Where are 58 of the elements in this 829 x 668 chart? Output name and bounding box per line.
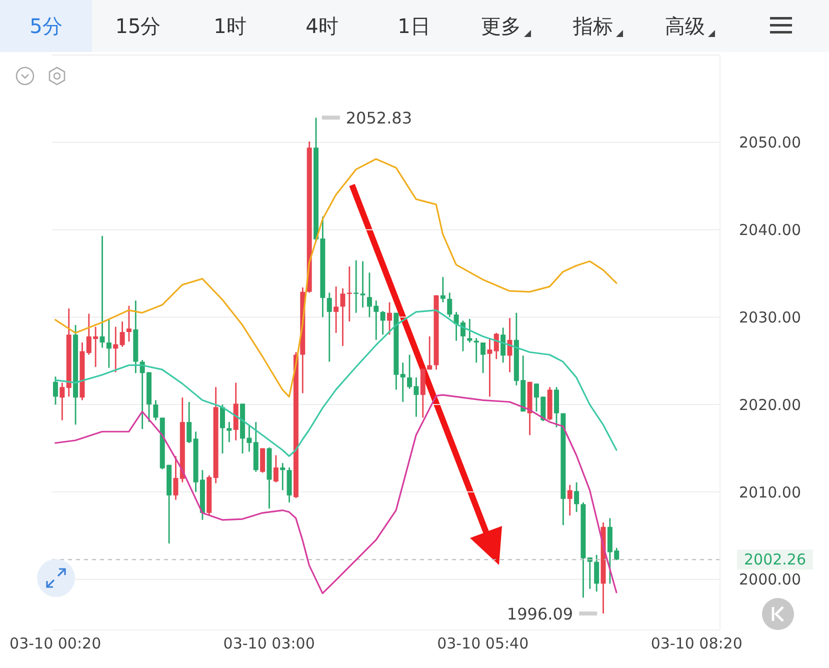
candlestick: [173, 455, 178, 500]
candlestick: [280, 462, 286, 491]
candlestick: [467, 318, 472, 344]
candlestick: [126, 305, 132, 342]
candlestick: [106, 319, 112, 369]
candlestick: [387, 302, 392, 336]
candlestick: [53, 376, 58, 406]
candlestick: [480, 342, 486, 374]
y-tick-label: 2000.00: [738, 570, 802, 589]
candlestick: [354, 260, 359, 314]
candlestick: [440, 276, 446, 303]
text: 更多: [481, 12, 521, 40]
ref-line-label: 2002.26: [744, 550, 806, 569]
annotation: 1996.09: [506, 604, 574, 624]
candlestick: [567, 484, 572, 516]
x-tick-label: 03-10 05:40: [437, 634, 529, 653]
y-tick-label: 2030.00: [738, 308, 802, 326]
x-tick-label: 03-10 08:20: [650, 634, 742, 653]
candlestick: [594, 554, 600, 592]
candlestick: [447, 292, 452, 318]
text: 1日: [398, 12, 430, 40]
candlestick: [487, 337, 492, 398]
candlestick: [554, 386, 559, 428]
candlestick: [380, 310, 386, 336]
text: 1时: [214, 12, 246, 40]
text: 高级: [665, 12, 705, 40]
text: 指标: [573, 12, 613, 40]
candlestick: [260, 448, 266, 474]
annotation: 2052.83: [346, 108, 412, 128]
candlestick: [60, 382, 65, 421]
candlestick: [113, 326, 118, 373]
x-tick-label: 03-10 00:20: [10, 634, 102, 653]
y-tick-label: 2040.00: [738, 221, 802, 240]
candlestick: [220, 404, 225, 454]
candlestick: [186, 401, 192, 444]
candlestick: [340, 288, 346, 347]
candlestick: [500, 326, 506, 364]
candlestick: [334, 286, 339, 334]
candlestick: [100, 235, 105, 348]
candlestick: [273, 454, 278, 484]
candlestick: [226, 421, 232, 443]
candlestick: [574, 482, 580, 513]
line-series: [54, 394, 618, 594]
line-series: [54, 158, 618, 398]
candlestick: [346, 266, 352, 322]
text: 4时: [306, 12, 338, 40]
y-tick-label: 2020.00: [738, 396, 802, 414]
line-series: [54, 309, 618, 457]
text: 5分: [30, 12, 62, 40]
candlestick: [400, 362, 406, 403]
candlestick: [360, 260, 366, 308]
text: 15分: [115, 12, 161, 40]
x-tick-label: 03-10 03:00: [223, 634, 315, 653]
candlestick: [326, 292, 332, 362]
y-tick-label: 2050.00: [738, 134, 802, 152]
y-tick-label: 2010.00: [738, 483, 802, 502]
candlestick: [120, 320, 125, 348]
candlestick: [153, 399, 158, 421]
